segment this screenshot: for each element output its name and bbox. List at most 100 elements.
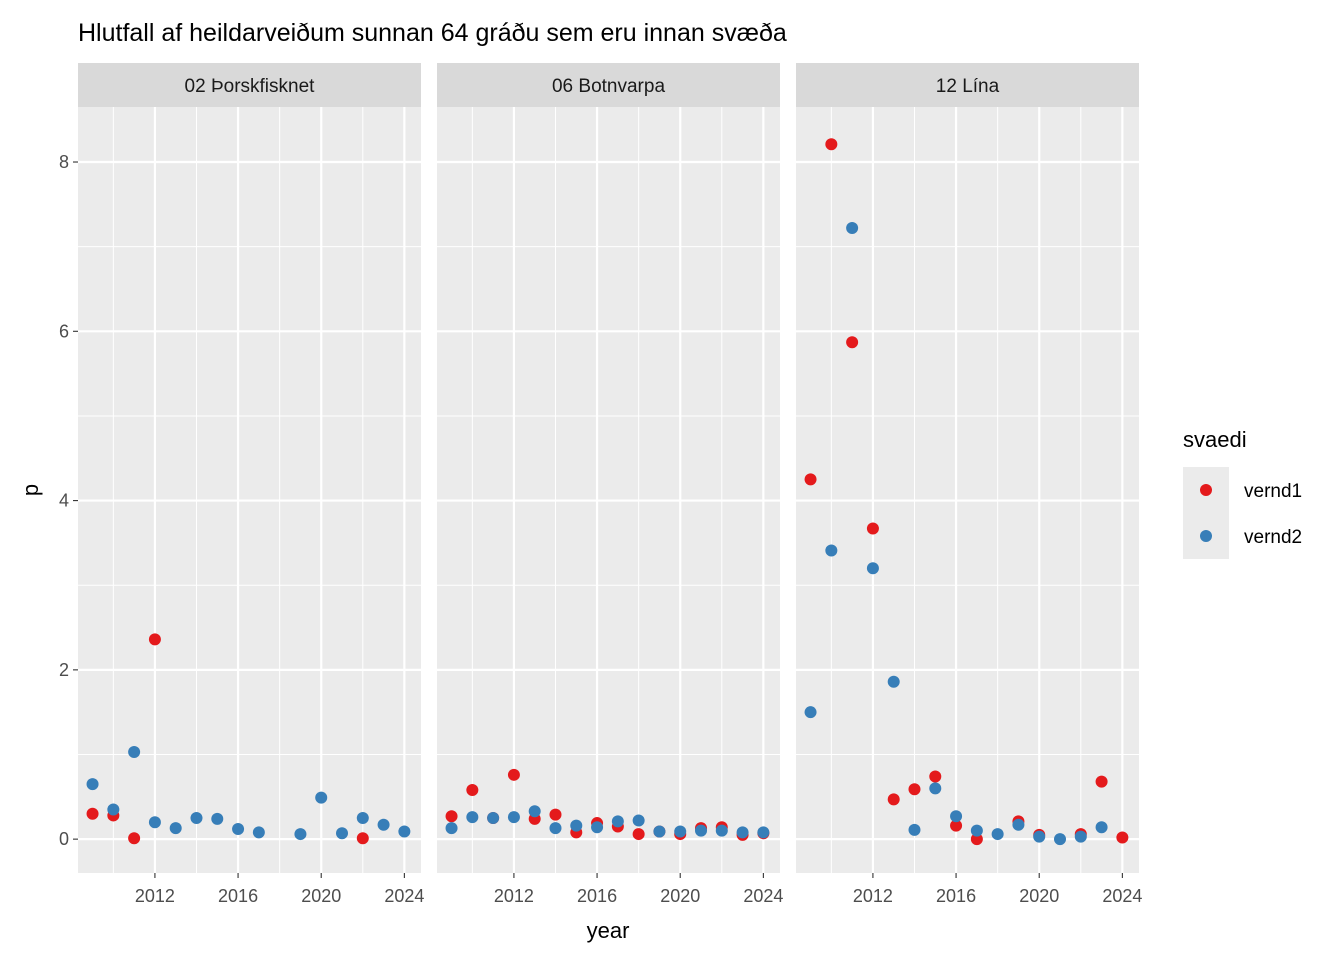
data-point-vernd2 [653, 825, 666, 838]
data-point-vernd2 [866, 562, 879, 575]
y-tick-label: 4 [59, 491, 69, 511]
y-tick-label: 0 [59, 829, 69, 849]
facet-strip [796, 63, 1139, 107]
data-point-vernd1 [1116, 831, 1129, 844]
data-point-vernd1 [632, 828, 645, 841]
data-point-vernd2 [107, 803, 120, 816]
legend-marker-vernd1 [1200, 484, 1212, 496]
data-point-vernd2 [970, 824, 983, 837]
x-tick-label: 2024 [1102, 886, 1142, 906]
data-point-vernd1 [507, 768, 520, 781]
data-point-vernd2 [570, 819, 583, 832]
data-point-vernd2 [128, 745, 141, 758]
data-point-vernd2 [757, 826, 770, 839]
data-point-vernd2 [487, 811, 500, 824]
x-tick-label: 2012 [494, 886, 534, 906]
data-point-vernd2 [887, 675, 900, 688]
facet-strip-label: 06 Botnvarpa [552, 76, 665, 97]
facet-strip [437, 63, 780, 107]
data-point-vernd2 [908, 823, 921, 836]
data-point-vernd2 [929, 782, 942, 795]
data-point-vernd1 [825, 138, 838, 151]
data-point-vernd2 [674, 825, 687, 838]
data-point-vernd2 [336, 827, 349, 840]
data-point-vernd2 [356, 811, 369, 824]
data-point-vernd2 [398, 825, 411, 838]
data-point-vernd1 [846, 336, 859, 349]
y-tick-label: 2 [59, 660, 69, 680]
data-point-vernd2 [591, 821, 604, 834]
data-point-vernd2 [507, 811, 520, 824]
data-point-vernd2 [466, 811, 479, 824]
data-point-vernd2 [736, 826, 749, 839]
x-tick-label: 2016 [218, 886, 258, 906]
facet-panel: 06 Botnvarpa 2012 2016 2020 2024 [437, 63, 783, 906]
data-point-vernd2 [611, 815, 624, 828]
data-point-vernd2 [1033, 830, 1046, 843]
x-tick-label: 2016 [577, 886, 617, 906]
facet-strip [78, 63, 421, 107]
data-point-vernd2 [377, 818, 390, 831]
data-point-vernd2 [991, 828, 1004, 841]
data-point-vernd2 [86, 778, 99, 791]
legend-label: vernd2 [1244, 527, 1302, 548]
y-tick-label: 8 [59, 152, 69, 172]
data-point-vernd2 [846, 222, 859, 235]
x-tick-label: 2016 [936, 886, 976, 906]
x-axis-label: year [587, 918, 630, 943]
data-point-vernd1 [908, 783, 921, 796]
data-point-vernd1 [804, 473, 817, 486]
legend-marker-vernd2 [1200, 530, 1212, 542]
data-point-vernd1 [466, 784, 479, 797]
data-point-vernd1 [1095, 775, 1108, 788]
data-point-vernd2 [825, 544, 838, 557]
data-point-vernd2 [632, 814, 645, 827]
y-tick-label: 6 [59, 321, 69, 341]
facet-strip-label: 02 Þorskfisknet [185, 76, 316, 97]
data-point-vernd2 [804, 706, 817, 719]
data-point-vernd1 [950, 819, 963, 832]
x-tick-label: 2020 [1019, 886, 1059, 906]
panel-background [437, 107, 780, 873]
facet-panel: 02 Þorskfisknet 2012 2016 2020 2024 0 2 4 6 8 [59, 63, 424, 906]
x-tick-label: 2020 [301, 886, 341, 906]
x-tick-label: 2024 [384, 886, 424, 906]
data-point-vernd2 [1095, 821, 1108, 834]
data-point-vernd1 [549, 808, 562, 821]
data-point-vernd1 [970, 833, 983, 846]
data-point-vernd2 [528, 805, 541, 818]
data-point-vernd2 [445, 822, 458, 835]
data-point-vernd1 [128, 832, 141, 845]
data-point-vernd1 [148, 633, 161, 646]
data-point-vernd2 [950, 810, 963, 823]
y-axis-label: p [18, 484, 43, 496]
x-tick-label: 2012 [135, 886, 175, 906]
data-point-vernd2 [169, 822, 182, 835]
x-tick-label: 2024 [743, 886, 783, 906]
legend-title: svaedi [1183, 427, 1247, 452]
data-point-vernd1 [445, 810, 458, 823]
facet-strip-label: 12 Lína [936, 76, 1000, 97]
data-point-vernd2 [715, 824, 728, 837]
data-point-vernd2 [1074, 830, 1087, 843]
data-point-vernd2 [190, 811, 203, 824]
data-point-vernd1 [356, 832, 369, 845]
legend-label: vernd1 [1244, 481, 1302, 502]
data-point-vernd1 [887, 793, 900, 806]
data-point-vernd2 [294, 828, 307, 841]
data-point-vernd1 [929, 770, 942, 783]
facet-panel: 12 Lína 2012 2016 2020 2024 [796, 63, 1142, 906]
data-point-vernd2 [695, 824, 708, 837]
data-point-vernd1 [866, 522, 879, 535]
data-point-vernd2 [232, 822, 245, 835]
data-point-vernd2 [315, 791, 328, 804]
legend: svaedi vernd1 vernd2 [1183, 427, 1302, 559]
data-point-vernd2 [1012, 818, 1025, 831]
x-tick-label: 2020 [660, 886, 700, 906]
data-point-vernd2 [211, 812, 224, 825]
data-point-vernd1 [86, 807, 99, 820]
data-point-vernd2 [252, 826, 265, 839]
panel-background [796, 107, 1139, 873]
data-point-vernd2 [549, 822, 562, 835]
